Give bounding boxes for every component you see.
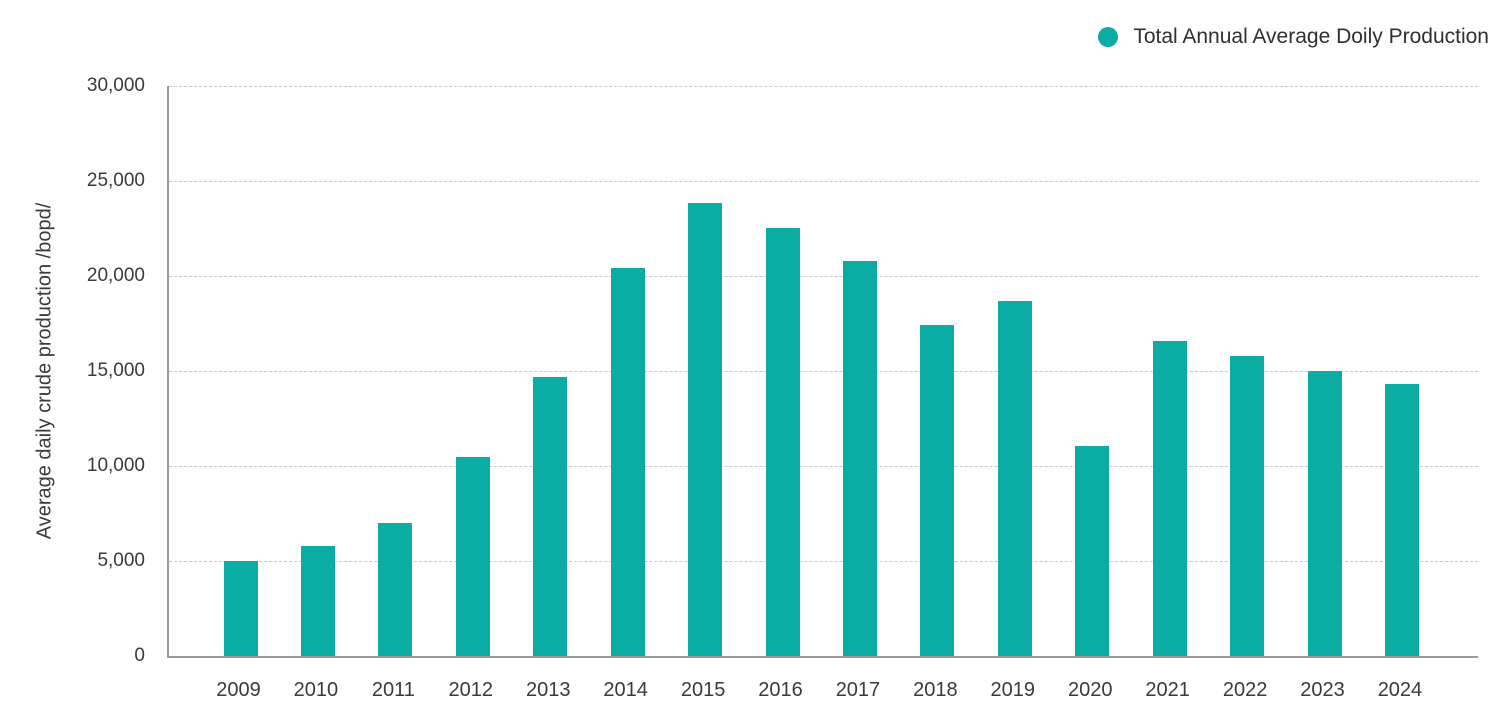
bar-2020[interactable] (1075, 446, 1110, 656)
bar-2016[interactable] (765, 227, 800, 656)
gridline-5000 (169, 561, 1478, 562)
bar-2022[interactable] (1230, 355, 1265, 656)
x-axis-label-2021: 2021 (1145, 679, 1190, 701)
x-axis-label-2023: 2023 (1300, 679, 1345, 701)
y-tick-label-30000: 30,000 (86, 75, 145, 96)
bar-2013[interactable] (533, 376, 568, 656)
bar-2021[interactable] (1152, 340, 1187, 656)
bar-2014[interactable] (610, 268, 645, 656)
y-tick-labels: 30,000 25,000 20,000 15,000 10,000 5,000 0 (60, 0, 145, 726)
bar-2018[interactable] (920, 325, 955, 656)
x-axis-label-2018: 2018 (913, 679, 958, 701)
x-axis-label-2013: 2013 (525, 679, 571, 701)
plot-area (167, 86, 1478, 658)
gridline-30000 (169, 86, 1478, 87)
y-tick-label-10000: 10,000 (86, 455, 145, 476)
x-axis-label-2014: 2014 (603, 679, 648, 701)
y-tick-label-5000: 5,000 (97, 550, 145, 571)
y-axis-title: Average daily crude production /bopd/ (33, 202, 56, 540)
x-axis-label-2011: 2011 (371, 679, 415, 701)
bar-2019[interactable] (997, 300, 1032, 656)
y-tick-label-25000: 25,000 (86, 170, 145, 191)
x-axis-label-2019: 2019 (990, 679, 1036, 701)
y-tick-label-15000: 15,000 (86, 360, 145, 381)
gridline-25000 (169, 181, 1478, 182)
gridline-15000 (169, 371, 1478, 372)
legend-marker-icon (1098, 27, 1119, 47)
y-tick-label-20000: 20,000 (86, 265, 145, 286)
x-axis-label-2015: 2015 (680, 679, 726, 701)
x-axis-label-2024: 2024 (1377, 679, 1423, 701)
y-tick-label-0: 0 (134, 645, 145, 666)
bar-2015[interactable] (688, 202, 723, 656)
x-axis-label-2022: 2022 (1222, 679, 1268, 701)
gridline-10000 (169, 466, 1478, 467)
bar-2023[interactable] (1307, 371, 1342, 656)
legend-label: Total Annual Average Doily Production (1133, 25, 1489, 48)
x-axis-label-2017: 2017 (835, 679, 881, 701)
x-axis-label-2010: 2010 (293, 679, 339, 701)
bar-2011[interactable] (378, 523, 413, 656)
x-axis-label-2009: 2009 (216, 679, 261, 701)
x-axis-label-2016: 2016 (758, 679, 803, 701)
gridline-20000 (169, 276, 1478, 277)
bar-2017[interactable] (842, 260, 877, 656)
bar-2012[interactable] (455, 456, 490, 656)
bar-2009[interactable] (223, 561, 258, 656)
x-axis-label-2012: 2012 (448, 679, 494, 701)
bar-2024[interactable] (1384, 384, 1419, 656)
bar-2010[interactable] (300, 545, 335, 656)
x-axis-label-2020: 2020 (1067, 679, 1113, 701)
legend-item[interactable]: Total Annual Average Doily Production (1098, 25, 1489, 49)
